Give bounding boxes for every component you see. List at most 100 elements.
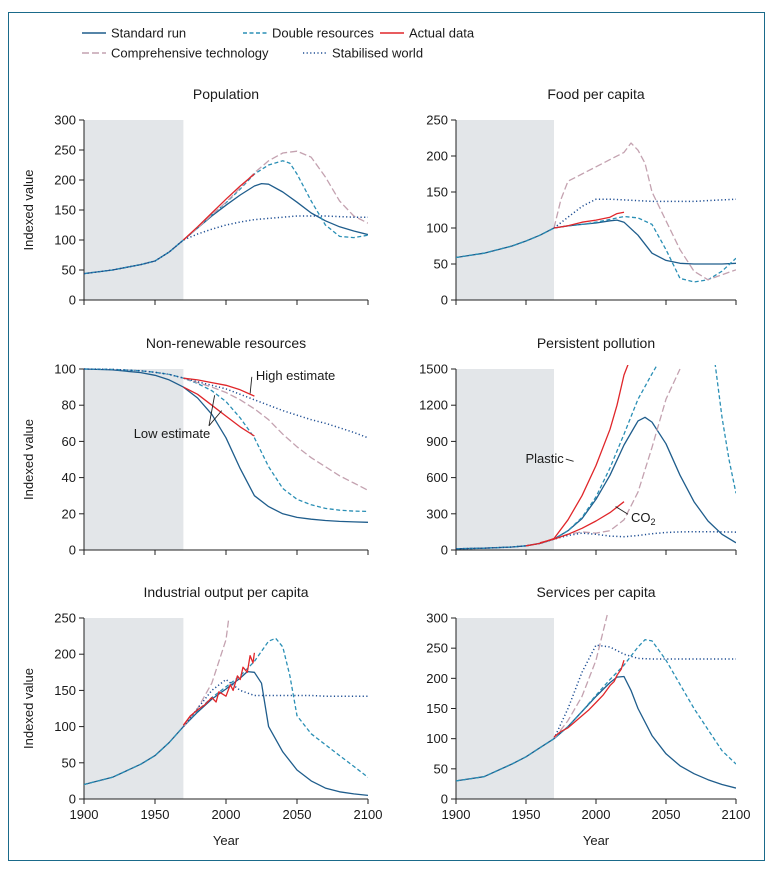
series-line-actual-data [183,386,255,437]
annotation-high-estimate: High estimate [249,368,335,394]
series-line-comprehensive-technology [182,617,230,728]
y-tick-label: 0 [441,293,448,308]
historical-shade [84,369,184,550]
x-tick-label: 2100 [354,807,383,822]
y-tick-label: 250 [426,113,448,128]
annotation-label: Low estimate [134,426,211,441]
annotation-leader [615,506,629,515]
series-line-comprehensive-technology [183,377,368,491]
y-tick-label: 0 [69,293,76,308]
legend-item-double-resources: Double resources [243,26,374,41]
chart-title: Non-renewable resources [146,335,306,351]
y-tick-label: 100 [54,233,76,248]
chart-food-per-capita: Food per capita 0 50 100 150 200 250 [426,86,737,308]
series-group [84,617,368,797]
series-line-actual-data [553,660,625,738]
x-tick-label: 1900 [442,807,471,822]
y-axis-label: Indexed value [21,170,36,251]
y-tick-label: 100 [54,719,76,734]
y-tick-label: 50 [434,761,448,776]
series-line-stabilised-world [182,678,368,728]
historical-shade [456,120,554,300]
legend: Standard run Double resources Actual data C… [82,26,475,61]
figure-frame [8,12,765,861]
series-group [456,365,736,550]
y-tick-label: 150 [54,683,76,698]
y-tick-label: 250 [54,143,76,158]
y-tick-label: 250 [54,611,76,626]
legend-label-actual-data: Actual data [409,26,475,41]
y-tick-label: 20 [62,506,76,521]
series-line-double-resources [456,365,658,550]
annotation-leader [208,395,216,426]
y-tick-label: 900 [426,434,448,449]
legend-item-actual-data: Actual data [380,26,475,41]
historical-shade [84,618,184,799]
annotation-co: CO2 [615,506,656,527]
chart-title: Persistent pollution [537,335,655,351]
legend-item-comprehensive-technology: Comprehensive technology [82,46,269,61]
y-tick-label: 300 [426,506,448,521]
y-tick-label: 150 [54,203,76,218]
chart-title: Industrial output per capita [144,584,309,600]
legend-label-double-resources: Double resources [272,26,374,41]
y-axis-label: Indexed value [21,419,36,500]
y-tick-label: 40 [62,470,76,485]
y-tick-label: 250 [426,641,448,656]
y-tick-label: 200 [426,149,448,164]
series-line-actual-data [553,211,625,229]
y-tick-label: 600 [426,470,448,485]
x-tick-label: 2000 [582,807,611,822]
x-tick-label: 1950 [512,807,541,822]
y-tick-label: 300 [426,611,448,626]
x-tick-label: 2050 [283,807,312,822]
annotation-label: High estimate [256,368,335,383]
y-tick-label: 100 [426,731,448,746]
annotation-low-estimate: Low estimate [134,395,223,441]
historical-shade [456,369,554,550]
series-line-actual-data [182,173,255,241]
legend-item-stabilised-world: Stabilised world [303,46,423,61]
x-tick-label: 2000 [212,807,241,822]
y-tick-label: 150 [426,185,448,200]
annotation-leader [249,376,253,394]
series-group [456,142,736,283]
x-tick-label: 2100 [722,807,751,822]
annotation-leader [565,458,574,462]
series-line-actual-data [183,377,255,397]
legend-label-comprehensive-technology: Comprehensive technology [111,46,269,61]
legend-item-standard-run: Standard run [82,26,186,41]
series-line-stabilised-world [456,530,736,550]
series-line-comprehensive-technology [553,368,681,540]
y-tick-label: 50 [62,263,76,278]
y-tick-label: 200 [426,671,448,686]
series-line-actual-data [539,501,625,544]
y-tick-label: 200 [54,173,76,188]
chart-services-per-capita: Services per capita 0 50 100 150 200 250 300 190… [426,584,750,848]
y-tick-label: 0 [441,792,448,807]
series-line-double-resources [714,365,736,494]
y-tick-label: 1200 [419,398,448,413]
annotation-plastic: Plastic [526,451,574,466]
series-line-double-resources [84,368,368,513]
annotation-label: CO2 [631,510,656,527]
series-line-stabilised-world [553,644,736,740]
chart-industrial-output-per-capita: Industrial output per capita 0 50 100 150 200… [21,584,382,848]
chart-title: Food per capita [547,86,644,102]
y-tick-label: 100 [426,221,448,236]
x-tick-label: 2050 [652,807,681,822]
y-tick-label: 150 [426,701,448,716]
series-line-actual-data [182,652,256,726]
series-line-stabilised-world [84,368,368,439]
annotation-subscript: 2 [651,517,656,527]
historical-shade [456,618,554,799]
chart-title: Services per capita [536,584,655,600]
chart-population: Population 0 50 100 150 200 250 300 Indexed valu… [21,86,369,308]
historical-shade [84,120,184,300]
y-axis-label: Indexed value [21,668,36,749]
series-line-standard-run [84,368,368,523]
annotation-label: Plastic [526,451,565,466]
y-tick-label: 1500 [419,362,448,377]
